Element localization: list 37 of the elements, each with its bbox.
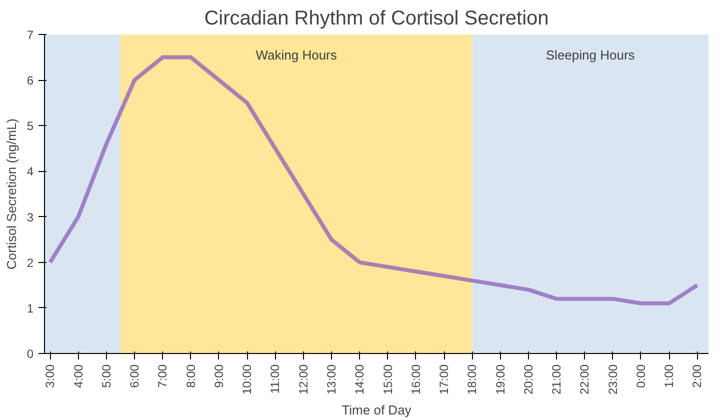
x-tick-label: 23:00: [606, 364, 620, 395]
y-tick-label: 6: [26, 74, 34, 88]
x-tick-label: 13:00: [324, 364, 338, 395]
x-tick-label: 19:00: [493, 364, 508, 395]
x-tick-label: 12:00: [296, 364, 310, 395]
x-tick-label: 14:00: [352, 364, 367, 395]
y-tick-label: 2: [26, 256, 34, 270]
x-tick-label: 7:00: [156, 364, 170, 388]
x-tick-label: 11:00: [268, 364, 282, 394]
chart-title: Circadian Rhythm of Cortisol Secretion: [204, 8, 549, 30]
y-tick-label: 0: [26, 347, 34, 361]
x-tick-label: 21:00: [550, 364, 564, 395]
x-tick-label: 0:00: [634, 364, 648, 388]
y-tick-label: 7: [26, 28, 34, 42]
x-tick-label: 15:00: [380, 364, 395, 395]
x-tick-label: 1:00: [662, 364, 676, 388]
x-tick-label: 5:00: [99, 364, 114, 388]
x-tick-label: 2:00: [690, 364, 704, 388]
x-tick-label: 20:00: [521, 364, 536, 395]
x-tick-label: 22:00: [578, 364, 592, 395]
x-tick-label: 10:00: [240, 364, 254, 395]
y-tick-label: 1: [26, 301, 34, 316]
y-axis-title: Cortisol Secretion (ng/mL): [4, 118, 19, 270]
band-label: Sleeping Hours: [546, 47, 636, 62]
x-tick-label: 3:00: [43, 364, 58, 388]
x-tick-label: 16:00: [408, 364, 423, 395]
x-tick-label: 8:00: [184, 364, 198, 388]
y-tick-label: 3: [26, 210, 34, 224]
x-axis-title: Time of Day: [342, 402, 412, 418]
x-tick-label: 18:00: [465, 364, 480, 395]
x-tick-label: 6:00: [128, 364, 142, 388]
y-tick-label: 4: [26, 164, 34, 179]
y-tick-label: 5: [26, 119, 34, 134]
x-tick-label: 17:00: [437, 364, 452, 395]
band-label: Waking Hours: [256, 47, 338, 62]
x-tick-label: 4:00: [71, 364, 86, 388]
x-tick-label: 9:00: [212, 364, 226, 388]
